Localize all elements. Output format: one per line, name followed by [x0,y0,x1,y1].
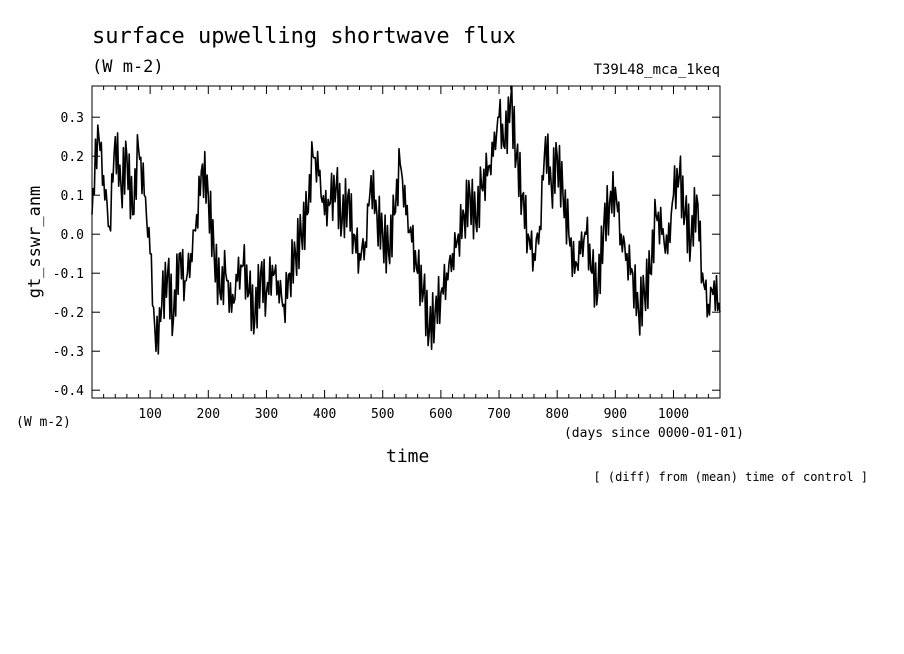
x-tick-label: 500 [371,407,394,422]
plot-frame [91,85,721,399]
x-tick-label: 100 [138,407,161,422]
x-tick-label: 700 [487,407,510,422]
y-axis-label: gt_sswr_anm [25,186,45,299]
x-tick-label: 1000 [658,407,689,422]
y-tick-label: 0.2 [61,150,84,165]
chart-title: surface upwelling shortwave flux [92,24,516,49]
y-tick-label: -0.3 [53,345,84,360]
x-tick-label: 900 [604,407,627,422]
y-tick-label: 0.1 [61,189,84,204]
y-tick-label: -0.1 [53,267,84,282]
y-axis: -0.4 -0.3 -0.2 -0.1 0.0 0.1 0.2 0.3 [53,111,720,399]
x-unit-label: (days since 0000-01-01) [563,426,744,441]
y-tick-label: -0.4 [53,384,84,399]
diff-note: [ (diff) from (mean) time of control ] [593,470,868,484]
run-id-label: T39L48_mca_1keq [593,62,720,78]
x-tick-label: 600 [429,407,452,422]
chart-units: (W m-2) [92,57,164,77]
y-tick-label: 0.3 [61,111,84,126]
x-tick-label: 200 [197,407,220,422]
x-tick-label: 800 [545,407,568,422]
x-axis-label: time [386,446,430,467]
y-tick-label: 0.0 [61,228,84,243]
y-unit-label: (W m-2) [16,415,71,430]
series-line [91,85,721,355]
x-tick-label: 400 [313,407,336,422]
y-tick-label: -0.2 [53,306,84,321]
x-axis: 100 200 300 400 500 600 700 800 900 1000 [103,86,709,422]
x-tick-label: 300 [255,407,278,422]
